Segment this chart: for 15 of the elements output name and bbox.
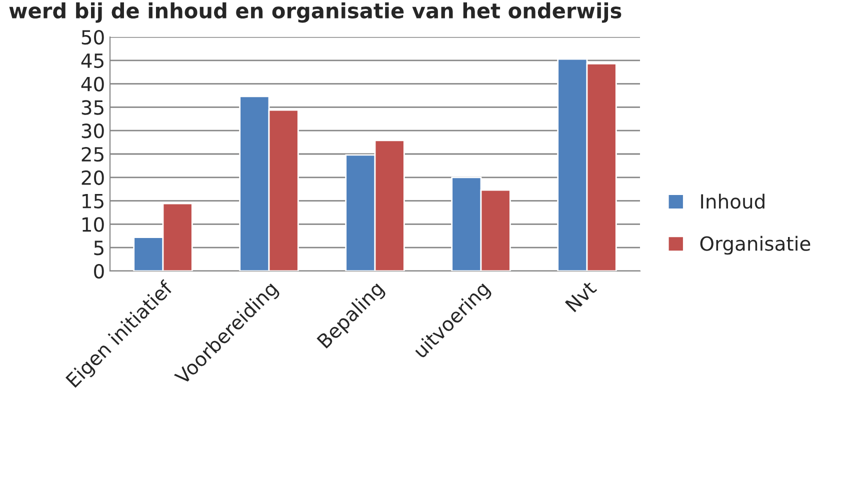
y-tick-label: 10 [82, 217, 104, 232]
y-tick-label: 25 [82, 146, 104, 162]
legend-label: Inhoud [701, 194, 764, 209]
y-tick-label: 40 [81, 76, 104, 92]
y-tick-label: 30 [82, 124, 104, 138]
y-tick-label: 35 [82, 100, 104, 115]
y-tick-label: 5 [94, 240, 104, 256]
y-tick-label: 50 [82, 30, 104, 45]
legend-label: Organisatie [700, 236, 810, 255]
y-tick-label: 20 [82, 170, 104, 186]
y-tick-label: 45 [81, 54, 104, 68]
chart-title: werd bij de inhoud en organisatie van het onderwijs [9, 2, 622, 23]
y-tick-label: 15 [82, 194, 104, 208]
y-tick-label: 0 [94, 264, 104, 279]
x-tick-label: Nvt [564, 280, 598, 312]
